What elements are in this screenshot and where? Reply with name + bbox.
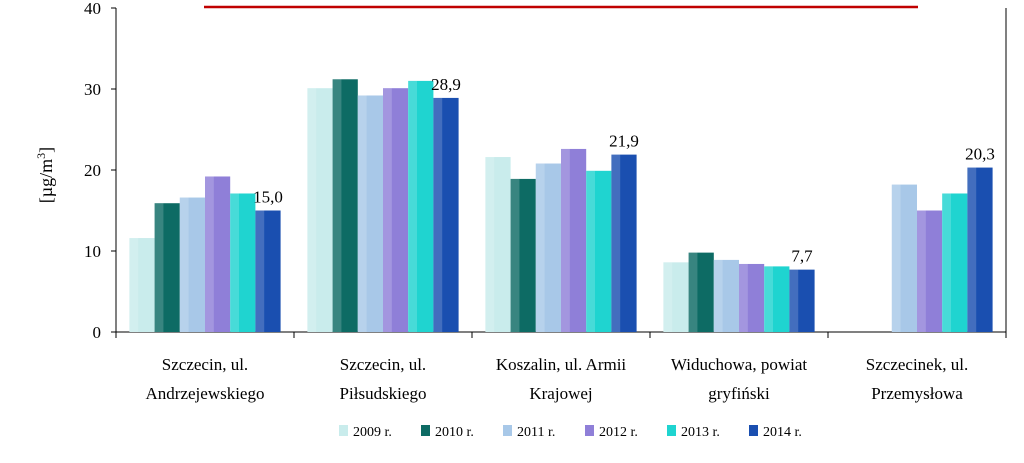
bar xyxy=(485,157,511,332)
data-label: 28,9 xyxy=(431,75,461,94)
bar-highlight xyxy=(891,184,901,332)
bar-highlight xyxy=(307,88,317,332)
bar xyxy=(967,167,993,332)
legend-swatch xyxy=(585,425,594,436)
bar xyxy=(433,97,459,332)
legend-label: 2013 r. xyxy=(681,425,720,440)
bar-highlight xyxy=(129,238,139,332)
bar-highlight xyxy=(485,157,495,332)
x-tick-label: Szczecin, ul. xyxy=(162,355,248,374)
bar xyxy=(663,262,689,332)
bar xyxy=(586,170,612,332)
bar-highlight xyxy=(205,176,214,332)
legend-label: 2012 r. xyxy=(599,425,638,440)
bar xyxy=(332,79,358,332)
bar-highlight xyxy=(561,148,570,332)
bar-highlight xyxy=(408,80,418,333)
legend-swatch xyxy=(421,425,430,436)
data-label: 7,7 xyxy=(791,247,813,266)
bar-highlight xyxy=(663,262,673,332)
bar xyxy=(561,148,587,332)
x-tick-label: Andrzejewskiego xyxy=(146,384,265,403)
bar xyxy=(688,252,714,332)
bar xyxy=(917,210,943,332)
legend-label: 2010 r. xyxy=(435,425,474,440)
bar xyxy=(154,203,180,332)
bar-highlight xyxy=(611,154,621,332)
legend-label: 2014 r. xyxy=(763,425,802,440)
bar xyxy=(535,163,561,332)
legend-label: 2011 r. xyxy=(517,425,555,440)
data-label: 15,0 xyxy=(253,188,283,207)
plot-area: 0 10 20 30 40 15,0 Szczecin, ul. Andrzejewskieg… xyxy=(84,0,1007,403)
y-tick-label: 20 xyxy=(84,161,101,180)
bar-highlight xyxy=(688,252,698,332)
data-label: 20,3 xyxy=(965,145,995,164)
bar xyxy=(891,184,917,332)
legend-label: 2009 r. xyxy=(353,425,392,440)
bar-highlight xyxy=(357,95,367,332)
bar xyxy=(357,95,383,332)
y-tick-label: 10 xyxy=(84,242,101,261)
bar xyxy=(129,238,155,332)
bar xyxy=(611,154,637,332)
x-tick-label: Szczecinek, ul. xyxy=(866,355,968,374)
bar-highlight xyxy=(535,163,545,332)
bar-highlight xyxy=(332,79,342,332)
x-tick-label: Widuchowa, powiat xyxy=(671,355,808,374)
x-tick-label: Koszalin, ul. Armii xyxy=(496,355,627,374)
legend-swatch xyxy=(339,425,348,436)
legend-swatch xyxy=(749,425,758,436)
bar xyxy=(383,88,409,332)
bar xyxy=(713,259,739,332)
bar-highlight xyxy=(383,88,392,332)
legend: 2009 r. 2010 r. 2011 r. 2012 r. 2013 r. 2014 … xyxy=(339,425,802,440)
x-tick-label: gryfiński xyxy=(708,384,770,403)
data-label: 21,9 xyxy=(609,132,639,151)
bar-highlight xyxy=(510,178,520,332)
bar xyxy=(510,178,536,332)
bar xyxy=(179,197,205,332)
bar xyxy=(255,210,281,332)
y-axis-label: [µg/m3] xyxy=(34,147,56,203)
legend-swatch xyxy=(503,425,512,436)
bar xyxy=(764,266,790,332)
bar xyxy=(739,263,765,332)
x-tick-label: Piłsudskiego xyxy=(340,384,427,403)
y-tick-label: 40 xyxy=(84,0,101,18)
bar xyxy=(408,80,434,333)
x-tick-label: Przemysłowa xyxy=(871,384,963,403)
legend-swatch xyxy=(667,425,676,436)
bar-highlight xyxy=(154,203,164,332)
bar-highlight xyxy=(967,167,977,332)
bar-highlight xyxy=(586,170,596,332)
y-tick-label: 0 xyxy=(93,323,102,342)
bar-highlight xyxy=(255,210,265,332)
x-tick-label: Szczecin, ul. xyxy=(340,355,426,374)
bar xyxy=(307,88,333,332)
bar-highlight xyxy=(713,259,723,332)
bar xyxy=(205,176,231,332)
x-tick-label: Krajowej xyxy=(529,384,592,403)
bar xyxy=(789,269,815,332)
y-tick-label: 30 xyxy=(84,80,101,99)
bar xyxy=(942,193,968,332)
bar-highlight xyxy=(739,263,748,332)
bar-highlight xyxy=(942,193,952,332)
bar-highlight xyxy=(917,210,926,332)
bar-highlight xyxy=(433,97,443,332)
bar-highlight xyxy=(179,197,189,332)
bar-highlight xyxy=(230,193,240,332)
bar-highlight xyxy=(764,266,774,332)
bar-highlight xyxy=(789,269,799,332)
bar xyxy=(230,193,256,332)
